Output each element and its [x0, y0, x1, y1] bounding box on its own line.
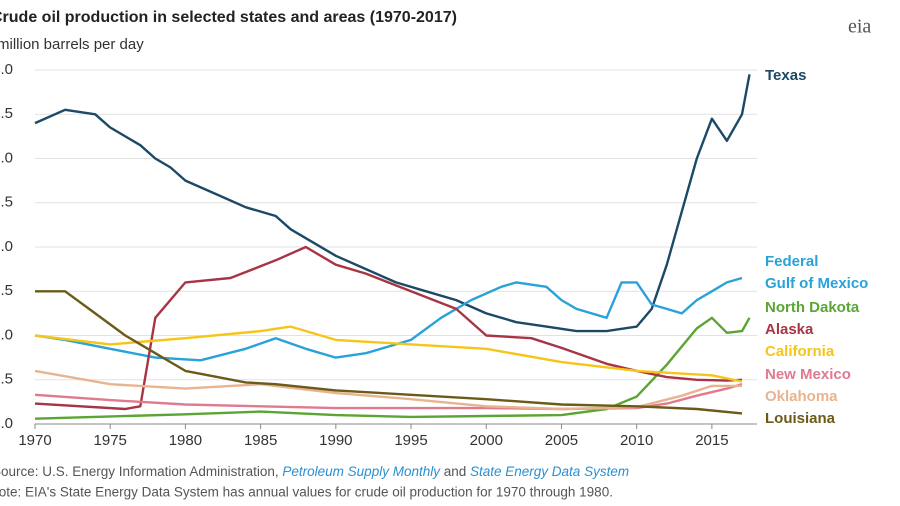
y-tick-label: 4.0: [0, 61, 13, 78]
y-tick-label: 1.5: [0, 282, 13, 299]
source-text: Source: U.S. Energy Information Administ…: [0, 464, 282, 479]
x-tick-label: 1975: [94, 432, 127, 449]
series-line: [34, 325, 743, 383]
source: Source: U.S. Energy Information Administ…: [0, 464, 629, 479]
y-tick-label: 1.0: [0, 326, 13, 343]
series-line: [34, 369, 742, 411]
series-line: [34, 74, 751, 333]
x-tick-label: 2010: [620, 432, 653, 449]
x-tick-label: 1980: [169, 432, 202, 449]
series-label: Oklahoma: [765, 388, 838, 405]
x-tick-label: 2015: [695, 432, 728, 449]
series-label: Alaska: [765, 321, 814, 338]
series-label: Texas: [765, 67, 806, 84]
x-tick-label: 2000: [470, 432, 503, 449]
logo: eia: [848, 16, 871, 38]
series-label: North Dakota: [765, 299, 860, 316]
series-label-line: Federal: [765, 253, 823, 270]
y-tick-label: 2.0: [0, 238, 13, 255]
x-tick-label: 1985: [244, 432, 277, 449]
x-tick-label: 1970: [18, 432, 51, 449]
y-tick-label: 0.0: [0, 415, 13, 432]
series-line: [34, 245, 743, 411]
series-line: [34, 316, 751, 420]
y-tick-label: 2.5: [0, 194, 13, 211]
y-tick-label: 3.0: [0, 149, 13, 166]
source-link: State Energy Data System: [470, 464, 629, 479]
x-tick-label: 1995: [394, 432, 427, 449]
chart-subtitle: million barrels per day: [0, 36, 144, 53]
x-tick-label: 2005: [545, 432, 578, 449]
x-tick-label: 1990: [319, 432, 352, 449]
y-tick-label: 3.5: [0, 105, 13, 122]
series-line: [34, 383, 743, 411]
series-label-line: Gulf of Mexico: [765, 275, 868, 292]
y-tick-label: 0.5: [0, 371, 13, 388]
series-line: [35, 290, 743, 415]
series-label: New Mexico: [765, 366, 851, 383]
series-label: Federal Gulf of Mexico: [765, 253, 868, 292]
source-text: and: [440, 464, 470, 479]
series-label: California: [765, 343, 835, 360]
chart-title: Crude oil production in selected states …: [0, 9, 457, 26]
series-label: Louisiana: [765, 410, 836, 427]
series-line: [34, 276, 743, 362]
note: Note: EIA's State Energy Data System has…: [0, 485, 613, 500]
source-link: Petroleum Supply Monthly: [282, 464, 441, 479]
